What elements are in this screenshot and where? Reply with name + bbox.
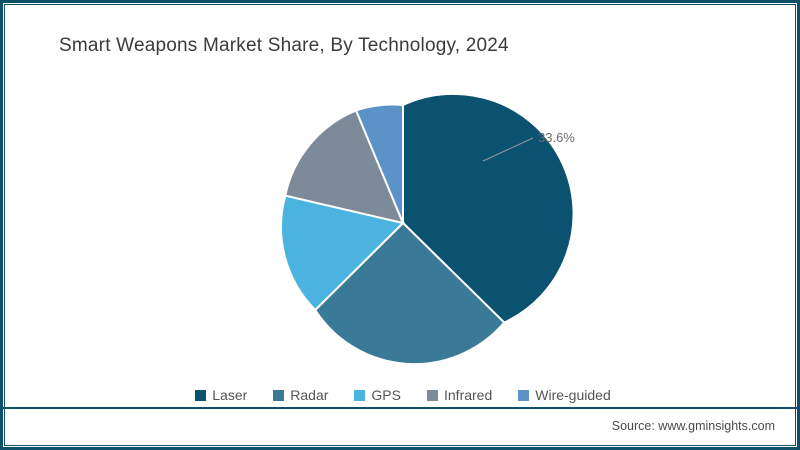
pie-chart-svg: 33.6% (3, 73, 800, 373)
gps-swatch-icon (354, 390, 365, 401)
legend-item-gps[interactable]: GPS (354, 387, 401, 403)
infrared-swatch-icon (427, 390, 438, 401)
laser-pct-label: 33.6% (538, 130, 575, 145)
radar-swatch-icon (273, 390, 284, 401)
legend-item-laser[interactable]: Laser (195, 387, 247, 403)
wireguided-swatch-icon (518, 390, 529, 401)
legend-label-wireguided: Wire-guided (535, 387, 610, 403)
legend-item-radar[interactable]: Radar (273, 387, 328, 403)
legend-label-infrared: Infrared (444, 387, 492, 403)
legend-label-radar: Radar (290, 387, 328, 403)
legend: Laser Radar GPS Infrared Wire-guided (3, 387, 800, 403)
legend-label-laser: Laser (212, 387, 247, 403)
legend-item-infrared[interactable]: Infrared (427, 387, 492, 403)
pie-slices (281, 94, 574, 364)
legend-item-wireguided[interactable]: Wire-guided (518, 387, 610, 403)
legend-label-gps: GPS (371, 387, 401, 403)
bottom-divider (3, 407, 797, 409)
laser-swatch-icon (195, 390, 206, 401)
pie-chart-area: 33.6% (3, 73, 800, 373)
chart-frame: Smart Weapons Market Share, By Technolog… (0, 0, 800, 450)
chart-title: Smart Weapons Market Share, By Technolog… (59, 35, 509, 57)
source-text: Source: www.gminsights.com (612, 419, 775, 433)
